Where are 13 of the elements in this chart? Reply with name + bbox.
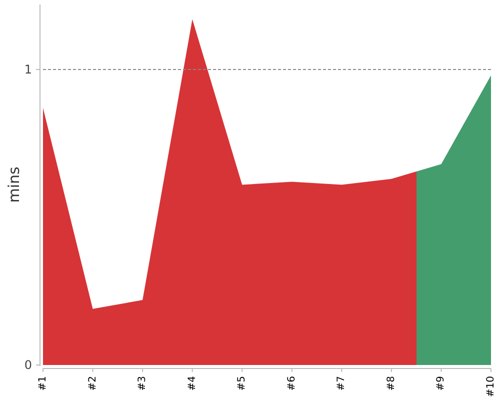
y-tick-label: 1 — [24, 62, 32, 77]
x-tick-label: #4 — [186, 376, 198, 391]
x-tick-label: #5 — [236, 376, 248, 391]
x-tick-label: #2 — [87, 376, 98, 391]
x-tick-label: #1 — [38, 376, 48, 391]
x-tick-label: #6 — [286, 376, 298, 391]
x-tick-label: #7 — [336, 376, 348, 391]
x-tick-label: #3 — [137, 376, 148, 391]
x-tick-label: #8 — [386, 376, 397, 391]
x-tick-label: #10 — [486, 376, 496, 398]
x-tick-label: #9 — [436, 376, 447, 391]
y-tick-label: 0 — [24, 358, 32, 372]
y-axis-title: mins — [5, 166, 23, 203]
